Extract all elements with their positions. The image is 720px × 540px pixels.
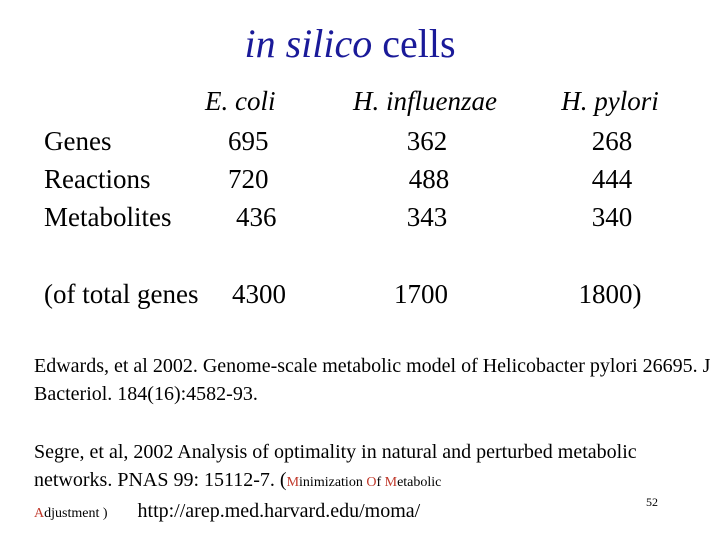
cell-reactions-ecoli: 720 [228,164,269,194]
reference-edwards: Edwards, et al 2002. Genome-scale metabo… [34,355,711,405]
acronym-rest4: djustment ) [44,506,108,521]
acronym-a: A [34,506,45,521]
moma-link[interactable]: http://arep.med.harvard.edu/moma/ [137,500,421,522]
cell-metabolites-hinfluenzae: 343 [406,202,448,232]
acronym-m1: M [286,475,300,490]
cell-metabolites-hpylori: 340 [591,202,633,232]
column-header-ecoli: E. coli [205,86,276,116]
acronym-rest2: f [376,475,385,490]
row-label-metabolites: Metabolites [44,202,172,232]
acronym-m2: M [384,475,398,490]
cell-reactions-hinfluenzae: 488 [408,164,450,194]
reference-segre-text: Segre, et al, 2002 Analysis of optimalit… [34,441,637,491]
cell-genes-hinfluenzae: 362 [406,126,448,156]
acronym-o: O [366,475,377,490]
acronym-rest3: etabolic [397,475,442,490]
row-label-genes: Genes [44,126,112,156]
cell-genes-hpylori: 268 [591,126,633,156]
column-header-hinfluenzae: H. influenzae [353,86,497,116]
row-label-reactions: Reactions [44,164,151,194]
reference-segre: Segre, et al, 2002 Analysis of optimalit… [34,438,714,528]
cell-total-hinfluenzae: 1700 [394,279,448,309]
cell-reactions-hpylori: 444 [591,164,633,194]
title-italic: in silico [244,21,373,66]
cell-metabolites-ecoli: 436 [236,202,277,232]
cell-total-hpylori: 1800) [578,279,642,309]
row-label-total-genes: (of total genes [44,279,199,309]
acronym-rest1: inimization [299,475,367,490]
cell-total-ecoli: 4300 [232,279,286,309]
title-plain: cells [372,21,456,66]
column-header-hpylori: H. pylori [561,86,659,116]
slide-title: in silico cells [0,20,700,67]
page-number: 52 [646,495,658,509]
cell-genes-ecoli: 695 [228,126,269,156]
